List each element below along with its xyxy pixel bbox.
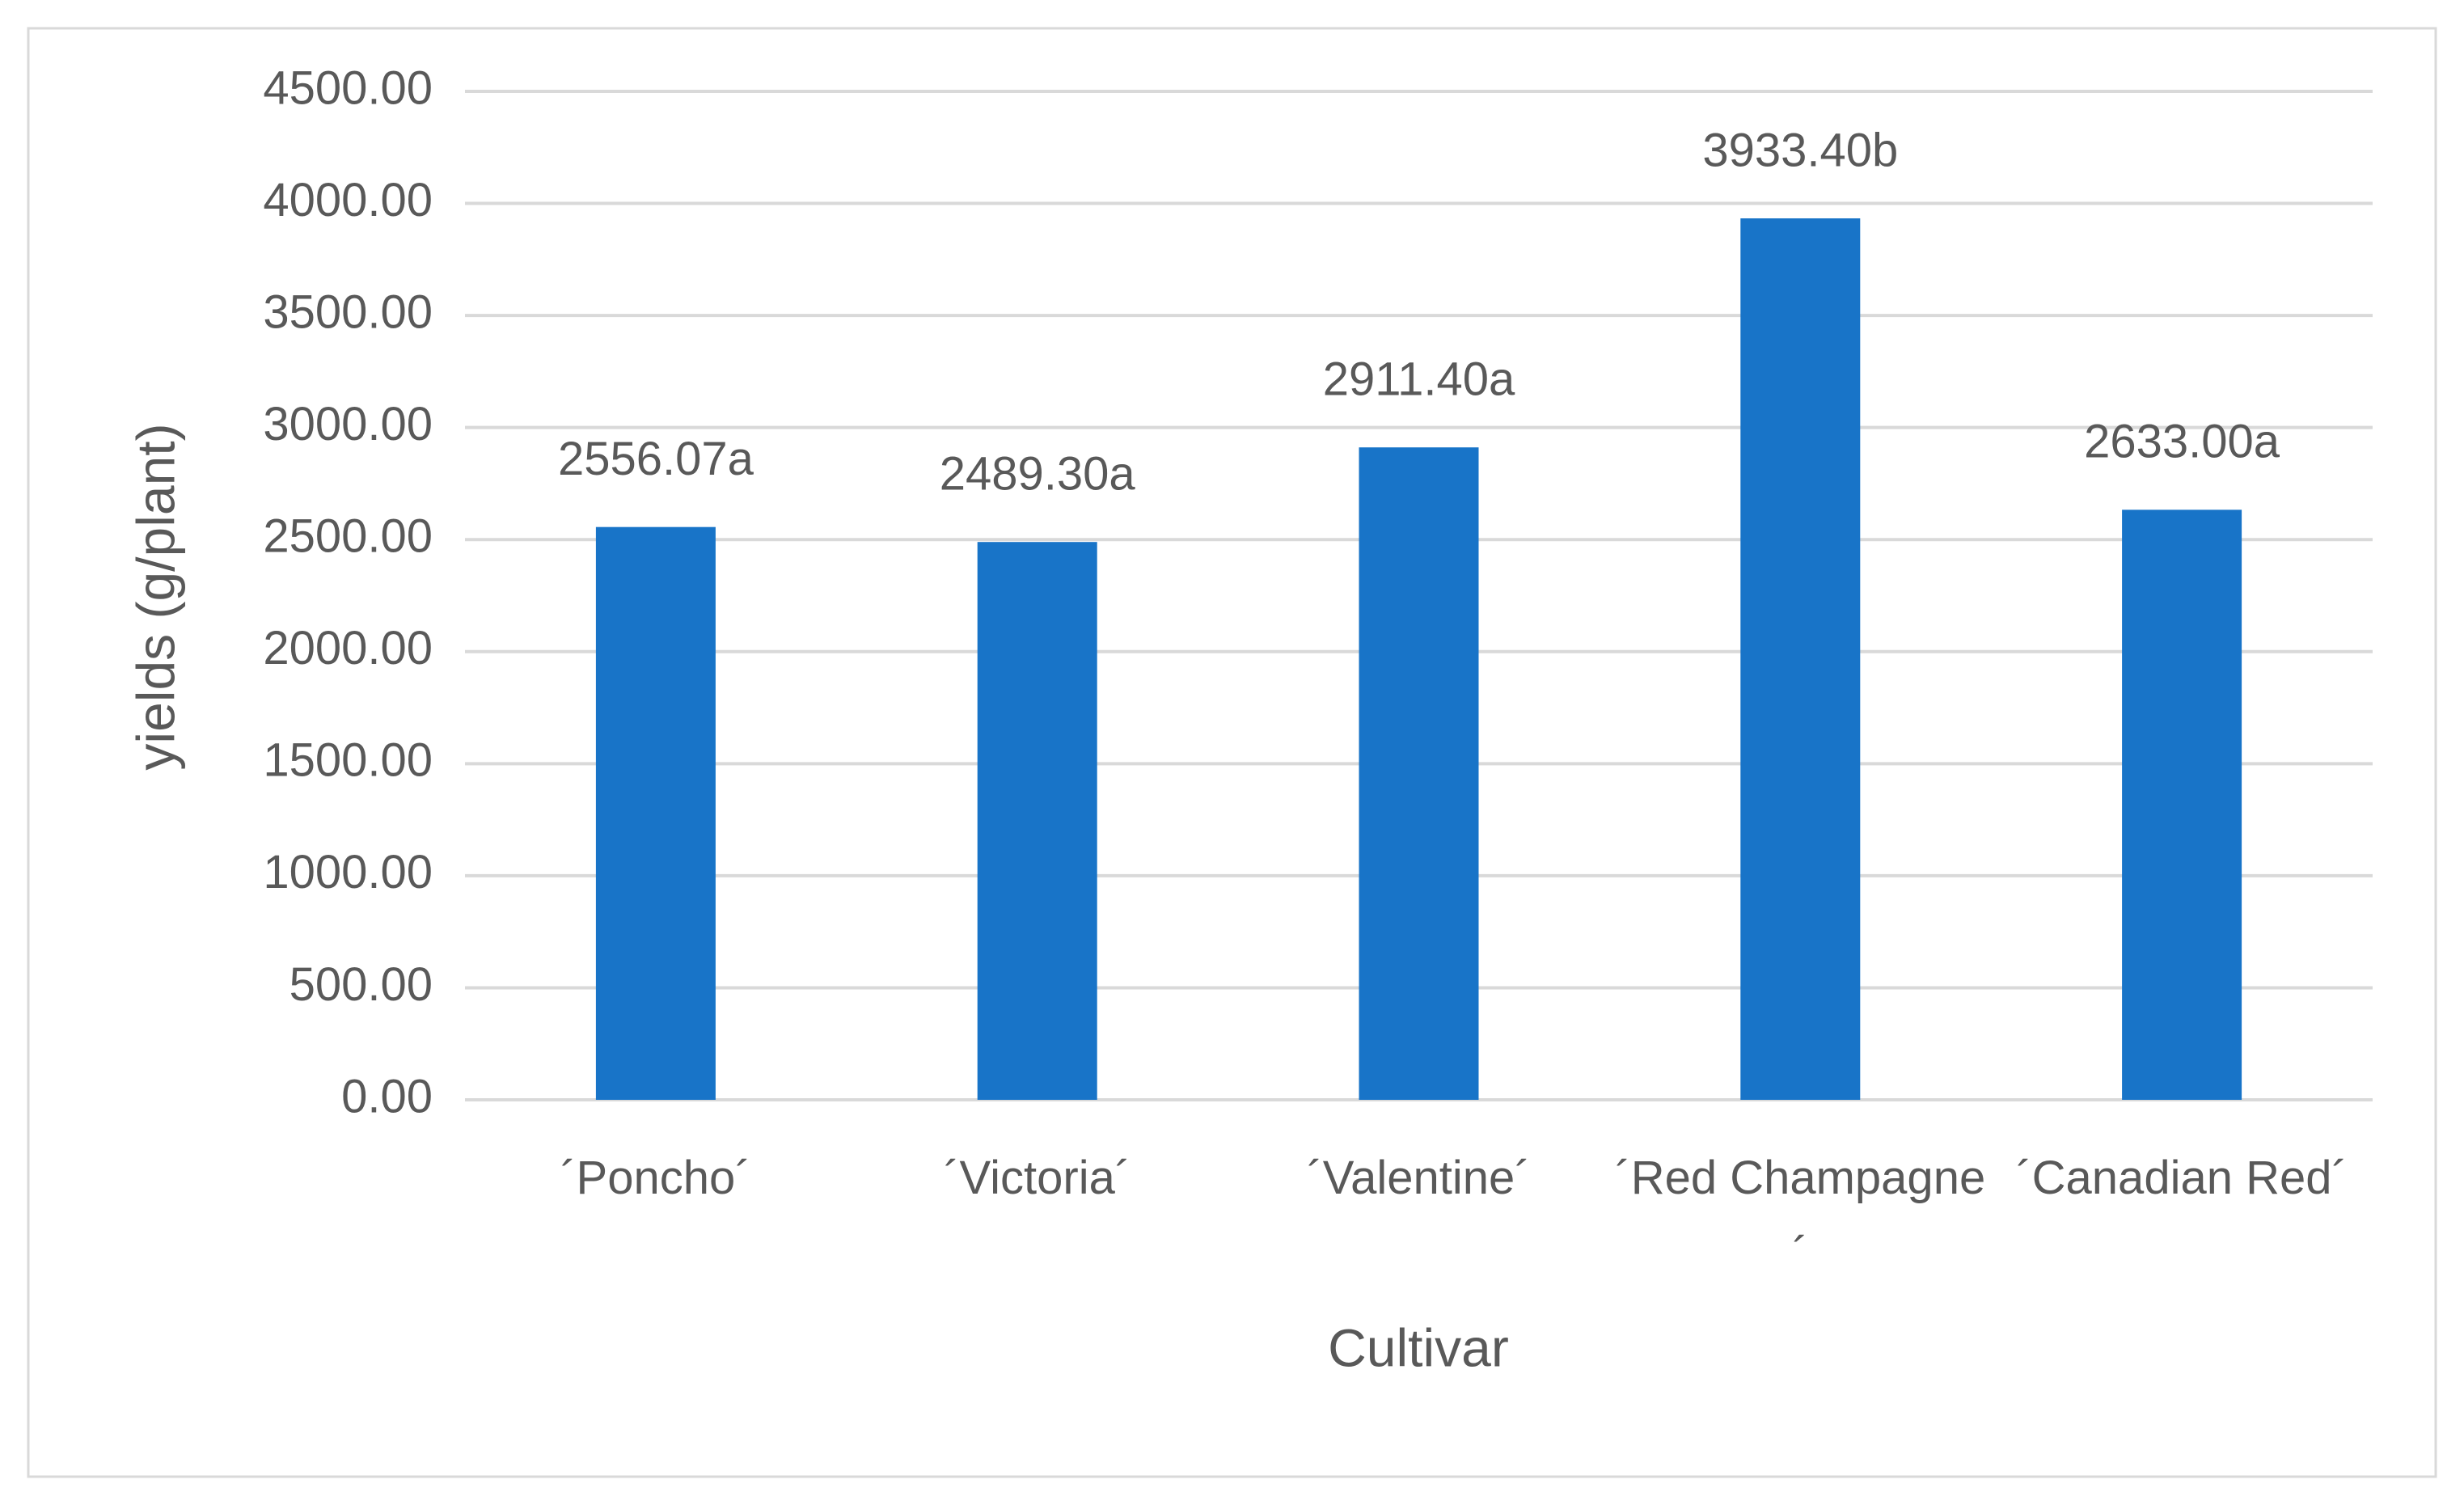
bar — [1740, 218, 1861, 1100]
x-tick-label: ´Poncho´ — [560, 1152, 751, 1204]
x-tick-label: ´Canadian Red´ — [2016, 1152, 2348, 1204]
y-tick-label: 2000.00 — [263, 622, 433, 674]
y-tick-label: 3500.00 — [263, 285, 433, 338]
y-tick-label: 1000.00 — [263, 846, 433, 898]
x-tick-label: ´Victoria´ — [944, 1152, 1131, 1204]
data-label: 2633.00a — [2084, 416, 2280, 468]
data-label: 2911.40a — [1323, 353, 1515, 406]
data-label: 2556.07a — [558, 433, 754, 485]
y-tick-label: 0.00 — [341, 1070, 433, 1122]
y-tick-label: 4500.00 — [263, 61, 433, 114]
data-label: 3933.40b — [1702, 124, 1898, 176]
bar — [977, 542, 1097, 1100]
bar — [2122, 509, 2242, 1100]
y-tick-label: 500.00 — [290, 958, 433, 1011]
x-axis-title: Cultivar — [1328, 1317, 1509, 1377]
bar — [1359, 447, 1479, 1100]
y-tick-label: 3000.00 — [263, 398, 433, 450]
data-label: 2489.30a — [940, 448, 1136, 501]
y-tick-label: 1500.00 — [263, 734, 433, 787]
x-tick-label: ´Valentine´ — [1307, 1152, 1531, 1204]
y-axis-title: yields (g/plant) — [125, 423, 185, 770]
chart-border — [27, 27, 2437, 1478]
y-tick-label: 2500.00 — [263, 510, 433, 563]
bar — [595, 526, 716, 1100]
x-tick-label: ´Red Champagne´ — [1615, 1152, 1986, 1280]
y-tick-label: 4000.00 — [263, 174, 433, 226]
